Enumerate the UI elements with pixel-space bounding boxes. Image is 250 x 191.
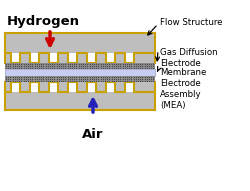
Bar [87, 82, 96, 92]
Bar [106, 82, 115, 92]
Bar [5, 63, 155, 69]
Bar [125, 53, 134, 63]
Bar [11, 53, 20, 63]
Text: Membrane
Electrode
Assembly
(MEA): Membrane Electrode Assembly (MEA) [160, 68, 206, 110]
Bar [106, 53, 115, 63]
Bar [87, 53, 96, 63]
Text: Flow Structure: Flow Structure [160, 18, 222, 27]
Bar [30, 53, 39, 63]
Text: Gas Diffusion
Electrode: Gas Diffusion Electrode [160, 48, 218, 68]
Bar [68, 53, 77, 63]
Bar [11, 82, 20, 92]
Bar [5, 76, 155, 82]
Bar [30, 82, 39, 92]
Bar [49, 53, 58, 63]
Text: Air: Air [82, 128, 104, 141]
Bar [5, 69, 155, 76]
Bar [5, 33, 155, 63]
Bar [68, 82, 77, 92]
Bar [125, 82, 134, 92]
Bar [49, 82, 58, 92]
Bar [5, 82, 155, 110]
Text: Hydrogen: Hydrogen [7, 15, 80, 28]
